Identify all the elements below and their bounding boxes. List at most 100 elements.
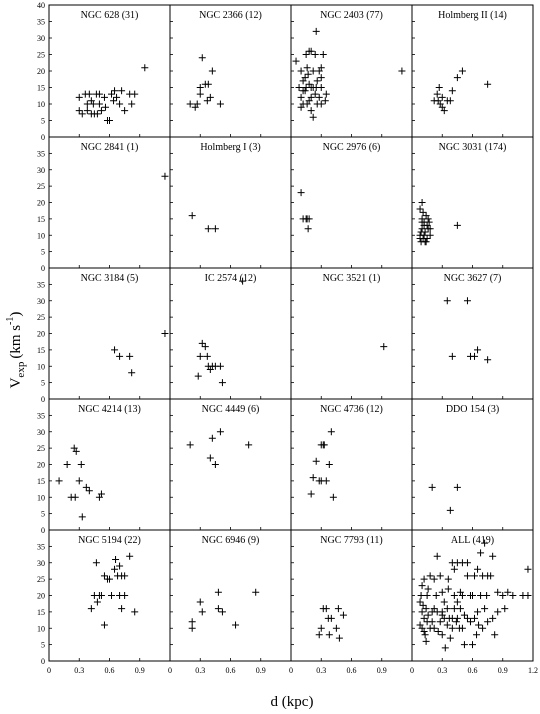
y-tick-label: 20 <box>37 330 45 339</box>
data-point <box>444 585 452 593</box>
data-point <box>438 611 446 619</box>
panel-frame <box>169 136 292 269</box>
panel-title: NGC 4736 (12) <box>320 404 383 415</box>
data-point <box>422 637 430 645</box>
data-point <box>481 539 489 547</box>
data-point <box>479 624 487 632</box>
data-point <box>426 225 434 233</box>
panel-title: IC 2574 (12) <box>205 273 257 284</box>
panel-title: NGC 2841 (1) <box>81 142 139 153</box>
data-point <box>418 199 426 206</box>
data-point <box>319 441 327 449</box>
x-tick-label: 0 <box>168 666 172 675</box>
panel-title: NGC 2976 (6) <box>323 142 381 153</box>
data-point <box>196 598 204 606</box>
data-point <box>309 67 317 75</box>
y-tick-label: 10 <box>37 231 45 240</box>
data-point <box>466 618 474 626</box>
panel: DDO 154 (3) <box>411 398 534 531</box>
y-tick-label: 0 <box>41 657 45 666</box>
panel-frame <box>169 267 292 400</box>
data-point <box>322 477 330 485</box>
data-point <box>208 67 216 75</box>
data-point <box>440 107 448 115</box>
x-tick-label: 0 <box>410 666 414 675</box>
data-point <box>463 297 471 305</box>
data-point <box>438 631 446 639</box>
data-point <box>214 605 222 613</box>
y-tick-label: 20 <box>37 592 45 601</box>
data-point <box>420 575 428 583</box>
data-point <box>307 490 315 498</box>
data-point <box>297 93 305 101</box>
data-point <box>97 107 105 115</box>
data-point <box>332 624 340 632</box>
data-point <box>131 90 139 98</box>
x-tick-label: 0.6 <box>226 666 236 675</box>
data-point <box>469 641 476 649</box>
panel: NGC 4449 (6) <box>169 398 292 531</box>
y-axis-title-exp: -1 <box>5 317 16 325</box>
data-point <box>83 107 91 115</box>
data-point <box>434 628 442 636</box>
data-point <box>83 100 91 108</box>
panel: NGC 3031 (174) <box>411 136 534 269</box>
data-point <box>304 70 312 78</box>
x-tick-label: 0.3 <box>316 666 326 675</box>
data-point <box>161 172 169 180</box>
data-point <box>121 592 129 599</box>
data-point <box>463 572 471 580</box>
data-point <box>87 605 95 613</box>
data-point <box>307 107 315 115</box>
data-point <box>420 231 428 239</box>
y-tick-label: 0 <box>41 133 45 142</box>
y-tick-label: 5 <box>41 641 45 650</box>
data-point <box>309 113 317 121</box>
data-point <box>322 90 330 98</box>
data-point <box>473 631 481 639</box>
data-point <box>424 215 432 223</box>
data-point <box>424 611 432 619</box>
data-point <box>481 605 489 613</box>
data-point <box>188 618 196 626</box>
data-point <box>477 592 485 599</box>
y-tick-label: 15 <box>37 84 45 93</box>
panel-title: NGC 3031 (174) <box>439 142 507 153</box>
data-point <box>421 631 429 639</box>
data-point <box>87 97 95 105</box>
data-point <box>315 631 323 639</box>
data-point <box>128 369 136 377</box>
data-point <box>198 54 206 62</box>
panel: NGC 2403 (77) <box>290 4 413 138</box>
y-tick-label: 5 <box>41 510 45 519</box>
panel-frame <box>411 136 534 269</box>
data-point <box>201 343 209 351</box>
data-point <box>419 601 427 609</box>
data-point <box>100 621 108 629</box>
y-tick-label: 25 <box>37 575 45 584</box>
y-tick-label: 35 <box>37 149 45 158</box>
data-point <box>206 93 214 101</box>
data-point <box>75 93 83 101</box>
data-point <box>311 51 319 58</box>
data-point <box>321 97 329 105</box>
data-point <box>75 107 83 115</box>
y-axis-title-sub: exp <box>15 361 27 377</box>
data-point <box>327 428 335 436</box>
data-point <box>418 608 426 616</box>
data-point <box>218 379 226 387</box>
data-point <box>112 555 120 563</box>
data-point <box>494 588 502 596</box>
data-point <box>85 487 93 495</box>
data-point <box>436 572 444 580</box>
data-point <box>416 235 424 243</box>
x-tick-label: 0.6 <box>347 666 357 675</box>
data-point <box>313 77 321 85</box>
data-point <box>440 598 448 606</box>
data-point <box>450 592 458 599</box>
y-tick-label: 25 <box>37 182 45 191</box>
x-tick-label: 0 <box>47 666 51 675</box>
panel: NGC 2841 (1) <box>48 136 171 269</box>
data-point <box>489 552 497 560</box>
y-axis-title: Vexp (km s-1) <box>5 312 27 389</box>
